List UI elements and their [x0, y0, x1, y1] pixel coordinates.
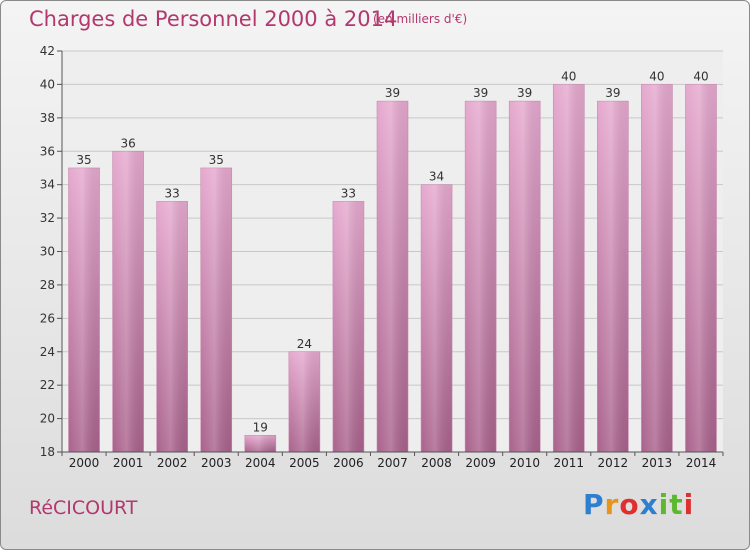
proxiti-logo: Proxiti	[583, 488, 694, 521]
data-label: 24	[297, 337, 312, 351]
data-label: 34	[429, 170, 444, 184]
y-tick-label: 32	[40, 211, 55, 225]
y-tick-label: 20	[40, 412, 55, 426]
y-tick-label: 22	[40, 378, 55, 392]
x-axis: 2000 2001 2002 2003 2004 2005 2006 2007 2008 2009…	[61, 451, 724, 470]
x-tick-label: 2010	[509, 456, 540, 470]
data-label: 33	[165, 186, 180, 200]
bar-highlight	[597, 101, 629, 452]
data-label: 35	[209, 153, 224, 167]
y-tick-label: 34	[40, 178, 55, 192]
x-tick-label: 2008	[421, 456, 452, 470]
chart-subtitle: (en milliers d'€)	[373, 12, 468, 26]
y-tick-label: 28	[40, 278, 55, 292]
y-tick-label: 30	[40, 245, 55, 259]
data-label: 39	[385, 86, 400, 100]
x-tick-label: 2003	[201, 456, 232, 470]
data-label: 33	[341, 186, 356, 200]
y-tick-label: 38	[40, 111, 55, 125]
x-tick-label: 2012	[598, 456, 629, 470]
data-label: 40	[693, 69, 708, 83]
bars	[68, 84, 717, 453]
bar-highlight	[685, 84, 717, 453]
x-tick-label: 2009	[465, 456, 496, 470]
logo-letter: x	[639, 488, 659, 521]
x-tick-label: 2014	[686, 456, 717, 470]
data-label: 39	[517, 86, 532, 100]
data-label: 39	[473, 86, 488, 100]
x-tick-label: 2001	[113, 456, 144, 470]
bar-highlight	[421, 184, 453, 452]
y-tick-label: 18	[40, 445, 55, 459]
logo-letter: i	[683, 488, 695, 521]
x-tick-label: 2007	[377, 456, 408, 470]
x-tick-label: 2004	[245, 456, 276, 470]
chart-title: Charges de Personnel 2000 à 2014	[29, 7, 398, 31]
bar-highlight	[112, 151, 144, 452]
x-tick-label: 2005	[289, 456, 320, 470]
x-tick-label: 2002	[157, 456, 188, 470]
y-tick-label: 26	[40, 311, 55, 325]
logo-letter: P	[583, 488, 605, 521]
logo-letter: o	[619, 488, 640, 521]
bar-highlight	[156, 201, 188, 452]
bar-highlight	[377, 101, 408, 452]
y-tick-label: 42	[40, 44, 55, 58]
bar-highlight	[509, 101, 541, 452]
logo-letter: i	[658, 488, 670, 521]
data-labels: 35 36 33 35 19 24 33 39 34 39 39 40 39 40 40	[76, 69, 708, 434]
data-label: 35	[76, 153, 91, 167]
bar-highlight	[200, 167, 232, 453]
data-label: 40	[649, 69, 664, 83]
bar-highlight	[332, 201, 364, 452]
bar-highlight	[553, 84, 585, 453]
bar-highlight	[465, 101, 497, 452]
x-tick-label: 2011	[553, 456, 584, 470]
data-label: 39	[605, 86, 620, 100]
logo-letter: t	[669, 488, 684, 521]
data-label: 19	[253, 420, 268, 434]
data-label: 40	[561, 69, 576, 83]
x-tick-label: 2013	[642, 456, 673, 470]
bar-highlight	[68, 167, 100, 453]
logo-letter: r	[604, 488, 620, 521]
bar-highlight	[288, 351, 320, 452]
x-tick-label: 2006	[333, 456, 364, 470]
bar-highlight	[641, 84, 673, 453]
y-tick-label: 40	[40, 77, 55, 91]
y-tick-label: 36	[40, 144, 55, 158]
bar-highlight	[244, 435, 276, 452]
y-axis: 18 20 22 24 26 28 30 32 34 36 38 40 42	[40, 44, 63, 459]
place-name: RéCICOURT	[29, 497, 138, 519]
x-tick-label: 2000	[69, 456, 100, 470]
y-tick-label: 24	[40, 345, 55, 359]
data-label: 36	[120, 136, 135, 150]
